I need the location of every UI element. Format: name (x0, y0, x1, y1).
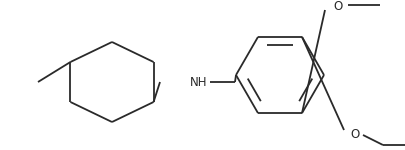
Text: O: O (333, 0, 342, 13)
Text: NH: NH (190, 75, 207, 88)
Text: O: O (350, 129, 359, 141)
